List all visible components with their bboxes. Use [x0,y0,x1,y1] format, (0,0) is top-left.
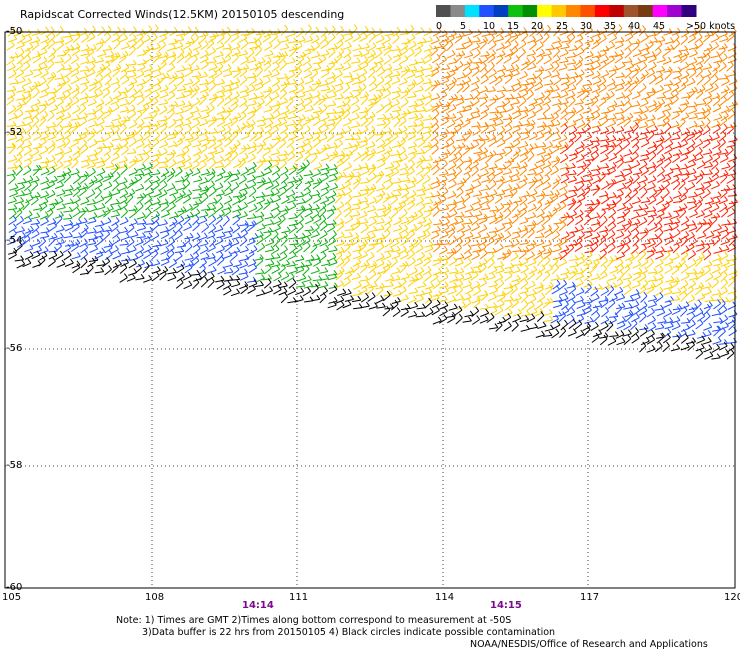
note-line-2: 3)Data buffer is 22 hrs from 20150105 4)… [142,627,556,638]
latitude-label: -56 [6,343,23,354]
legend-swatch [464,5,480,17]
legend-tick-label: 30 [580,21,592,32]
legend-swatch [638,5,654,17]
time-label-2: 14:15 [490,600,522,611]
legend-swatch [522,5,538,17]
longitude-label: 105 [2,592,22,603]
longitude-label: 120 [724,592,740,603]
legend-swatch [450,5,466,17]
legend-swatch [551,5,567,17]
map-title: Rapidscat Corrected Winds(12.5KM) 201501… [20,8,345,21]
legend-tick-label: >50 knots [686,21,735,32]
latitude-label: -58 [6,460,23,471]
graticule [4,31,736,589]
legend-tick-label: 0 [436,21,442,32]
legend-swatch [667,5,683,17]
legend-swatch [493,5,509,17]
legend-swatch [594,5,610,17]
longitude-label: 111 [289,592,309,603]
legend-swatch [436,5,451,17]
legend-swatch [652,5,668,17]
legend-swatch [580,5,596,17]
legend-tick-label: 5 [460,21,466,32]
legend-tick-label: 20 [531,21,543,32]
latitude-label: -60 [6,582,23,593]
color-legend: 0 5 10 15 20 25 30 35 40 45 >50 knots [436,5,735,32]
latitude-label: -54 [6,235,23,246]
legend-tick-label: 40 [628,21,640,32]
wind-barbs [6,24,738,360]
longitude-label: 108 [145,592,165,603]
legend-swatch [623,5,639,17]
latitude-label: -52 [6,127,23,138]
longitude-label: 117 [580,592,600,603]
legend-swatch [681,5,697,17]
note-line-3: NOAA/NESDIS/Office of Research and Appli… [470,639,708,650]
time-label-1: 14:14 [242,600,274,611]
longitude-label: 114 [435,592,455,603]
legend-swatch [479,5,495,17]
legend-tick-label: 35 [604,21,616,32]
legend-tick-label: 45 [653,21,665,32]
legend-swatch [537,5,553,17]
legend-tick-label: 25 [556,21,568,32]
legend-tick-label: 10 [483,21,495,32]
map-frame [4,31,736,589]
legend-swatch [566,5,581,17]
latitude-label: -50 [6,26,23,37]
legend-swatch [609,5,625,17]
legend-tick-label: 15 [507,21,519,32]
legend-swatch [508,5,524,17]
note-line-1: Note: 1) Times are GMT 2)Times along bot… [116,615,512,626]
